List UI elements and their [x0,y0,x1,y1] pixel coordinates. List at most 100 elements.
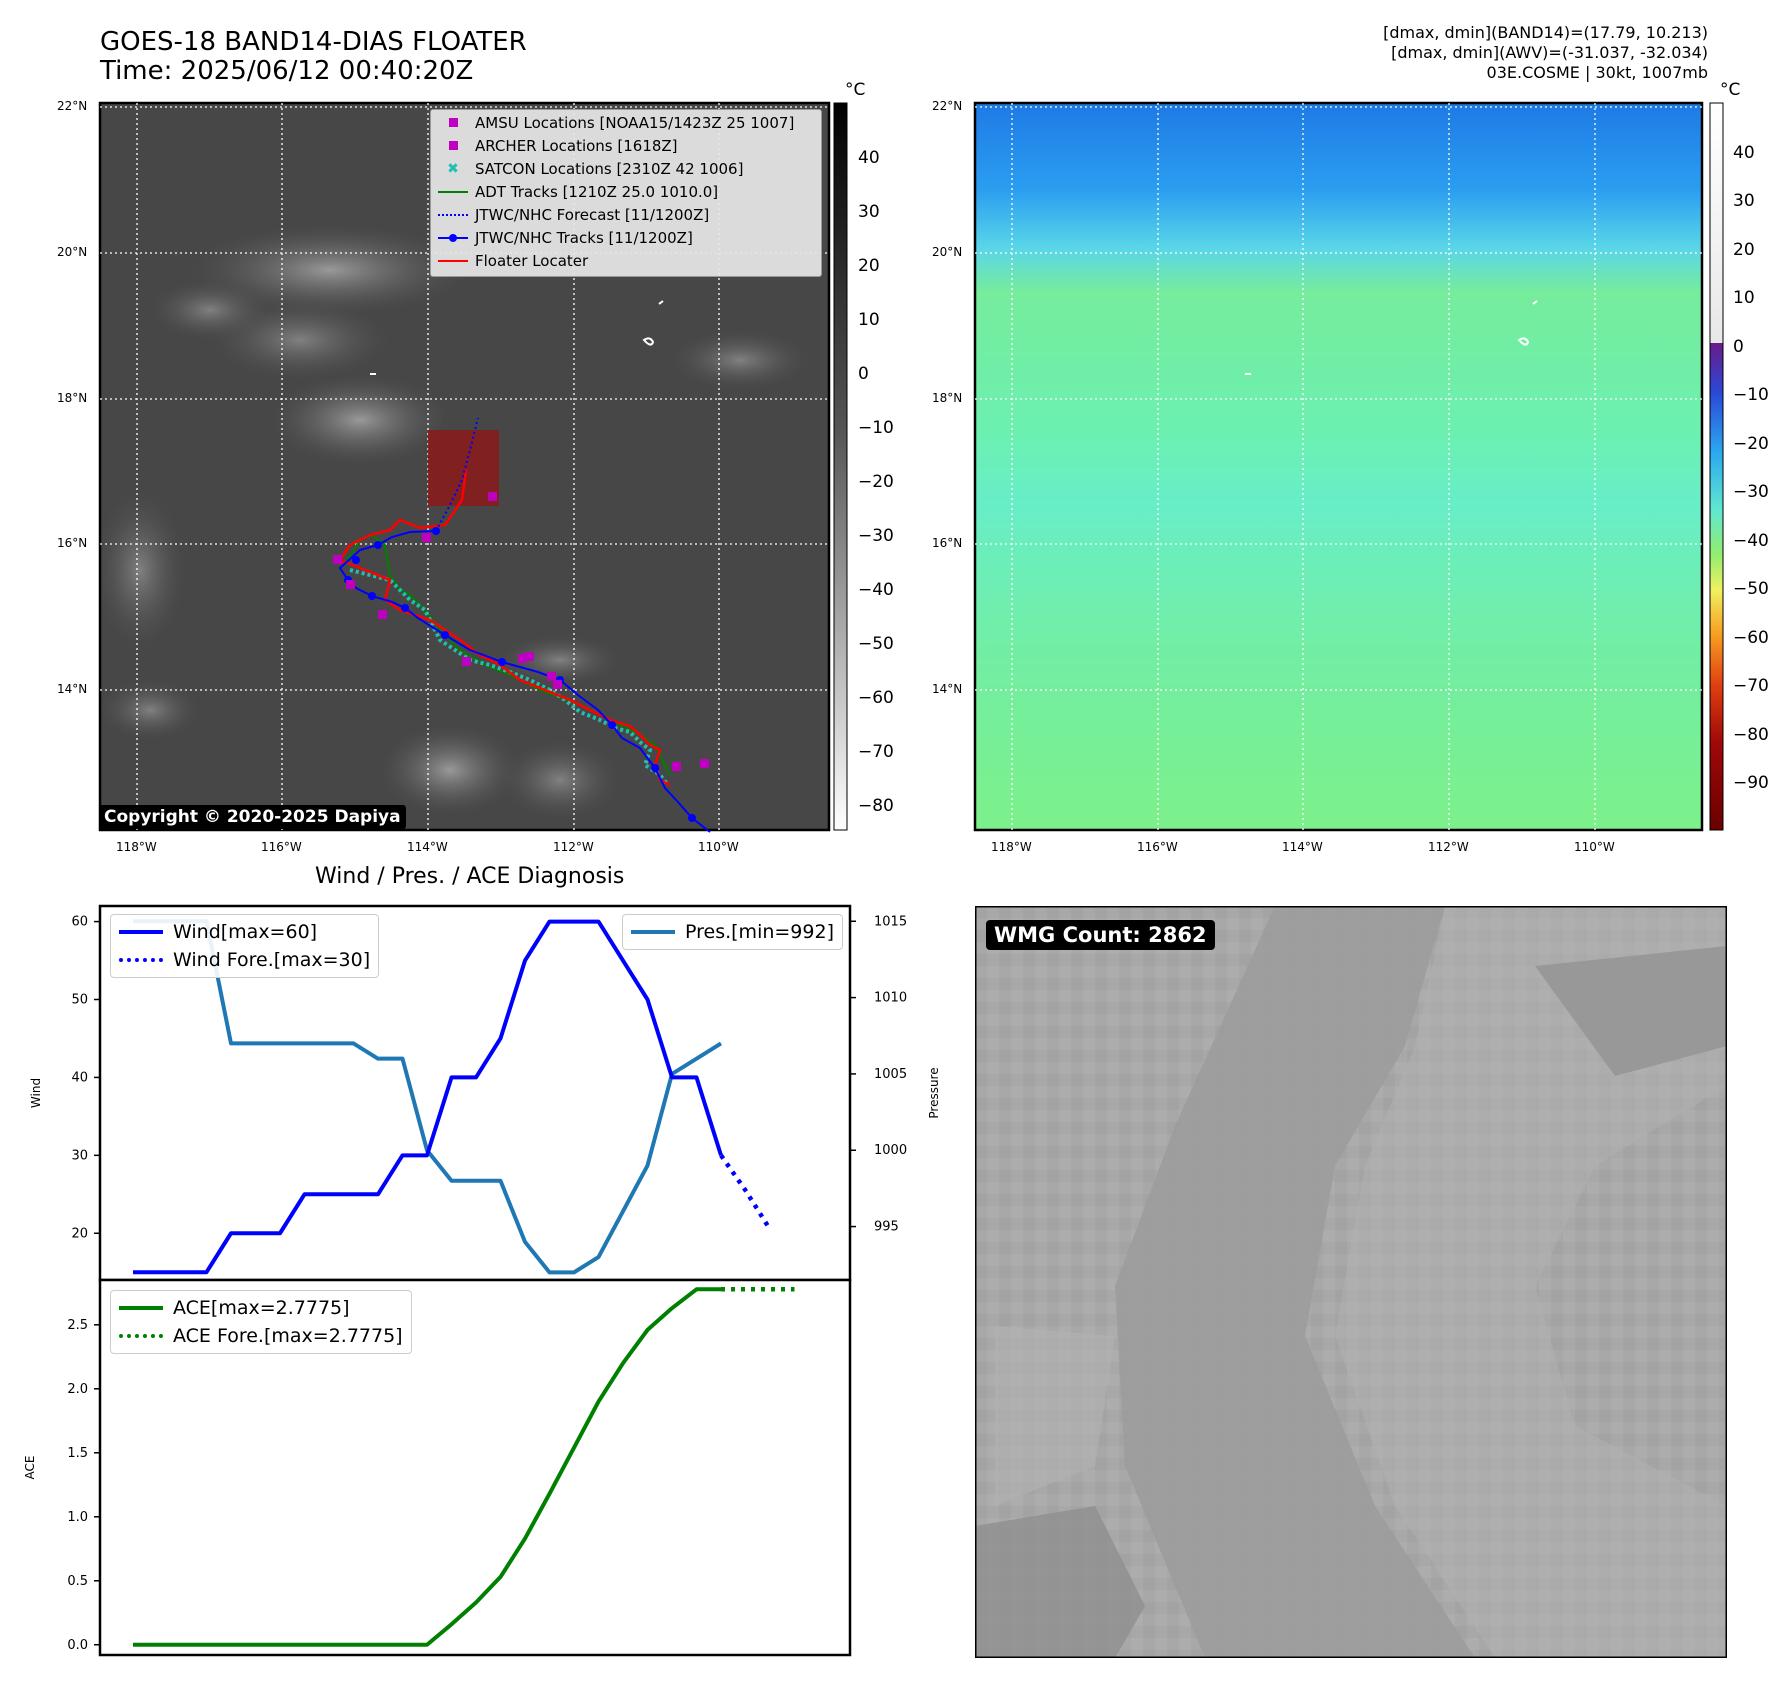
legend-wind: Wind[max=60] [119,918,370,946]
colorbar2-tick: −10 [1733,385,1769,405]
colorbar1-tick: −60 [858,688,894,708]
ace-axis-tick-label: 1.0 [67,1510,88,1525]
wind-axis-tick-label: 40 [71,1070,88,1085]
lon-label: 112°W [1428,840,1469,854]
wind-forecast-line [719,1154,772,1231]
colorbar1-tick: −10 [858,418,894,438]
pressure-axis-tick-label: 1010 [874,991,907,1006]
pressure-axis-tick-label: 1000 [874,1143,907,1158]
legend-jtwc-tracks: JTWC/NHC Tracks [11/1200Z] [431,226,821,249]
colorbar2-tick: −50 [1733,579,1769,599]
lon-label: 114°W [407,840,448,854]
legend-floater-label: Floater Locater [475,251,589,270]
lat-label: 16°N [57,536,88,550]
pressure-axis-tick-label: 1015 [874,914,907,929]
legend-dotted-icon [119,1334,163,1338]
wind-ylabel: Wind [29,1078,43,1108]
map-panels [98,101,1724,833]
colorbar1-tick: −40 [858,580,894,600]
legend-floater: Floater Locater [431,249,821,272]
jtwc-track [338,530,711,833]
legend-dotted-icon [431,213,475,216]
legend-wind-label: Wind[max=60] [173,921,318,943]
legend-wind-fore-label: Wind Fore.[max=30] [173,949,371,971]
legend-pres-label: Pres.[min=992] [685,921,834,943]
legend-line-icon [431,190,475,193]
legend-ace-fore-label: ACE Fore.[max=2.7775] [173,1325,403,1347]
pres-legend: Pres.[min=992] [622,914,843,950]
title-line1: GOES-18 BAND14-DIAS FLOATER [100,27,527,57]
colorbar1-tick: −50 [858,634,894,654]
lat-label: 18°N [932,391,963,405]
islands [370,300,1538,375]
colorbar2-tick: 40 [1733,143,1755,163]
colorbar2-tick: −30 [1733,482,1769,502]
lat-label: 22°N [932,99,963,113]
legend-wind-fore: Wind Fore.[max=30] [119,946,370,974]
lon-label: 114°W [1282,840,1323,854]
colorbar1-tick: 30 [858,202,880,222]
wind-axis-tick-label: 20 [71,1226,88,1241]
stats-line3: 03E.COSME | 30kt, 1007mb [1486,63,1708,82]
lon-label: 116°W [1137,840,1178,854]
wind-axis-tick-label: 50 [71,993,88,1008]
colorbar2-tick: −60 [1733,628,1769,648]
colorbar1-tick: −20 [858,472,894,492]
wmg-panel [975,906,1727,1658]
colorbar1-unit: °C [845,80,866,100]
lon-label: 116°W [261,840,302,854]
colorbar2-tick: 30 [1733,191,1755,211]
colorbar2-tick: −80 [1733,725,1769,745]
colorbar1-tick: −80 [858,796,894,816]
pressure-axis-tick-label: 1005 [874,1067,907,1082]
colorbar1-tick: 0 [858,364,869,384]
legend-adt-label: ADT Tracks [1210Z 25.0 1010.0] [475,182,719,201]
lon-label: 118°W [116,840,157,854]
ace-axis-tick-label: 0.0 [67,1638,88,1653]
lat-label: 20°N [57,245,88,259]
diagnosis-chart: 20 30 40 50 60 995 1000 1005 1010 1015 0.0 0.5 1.0 1.… [23,904,941,1657]
diagnosis-title: Wind / Pres. / ACE Diagnosis [315,864,625,889]
copyright-badge: Copyright © 2020-2025 Dapiya [99,805,406,829]
ace-axis-tick-label: 0.5 [67,1574,88,1589]
map2-frame [973,101,1704,832]
jtwc-track-dots [344,527,696,822]
colorbar1-tick: −30 [858,526,894,546]
legend-jtwc-forecast: JTWC/NHC Forecast [11/1200Z] [431,203,821,226]
ace-axis-tick-label: 2.5 [67,1318,88,1333]
legend-dotted-icon [119,958,163,962]
lat-label: 16°N [932,536,963,550]
colorbar2 [1709,102,1724,831]
lon-label: 118°W [991,840,1032,854]
legend-ace: ACE[max=2.7775] [119,1294,403,1322]
awv-imagery [975,103,1702,830]
colorbar1 [833,102,848,831]
lat-label: 20°N [932,245,963,259]
legend-amsu-label: AMSU Locations [NOAA15/1423Z 25 1007] [475,113,795,132]
legend-archer-label: ARCHER Locations [1618Z] [475,136,678,155]
map-legend: AMSU Locations [NOAA15/1423Z 25 1007] AR… [430,109,822,277]
pressure-axis-tick-label: 995 [874,1220,899,1235]
colorbar2-tick: 20 [1733,240,1755,260]
map1-frame [98,101,831,832]
colorbar2-tick: −70 [1733,676,1769,696]
amsu-archer-points [333,492,709,771]
lon-label: 112°W [553,840,594,854]
colorbar1-tick: 10 [858,310,880,330]
stats-line2: [dmax, dmin](AWV)=(-31.037, -32.034) [1391,43,1708,62]
legend-square-icon [431,118,475,127]
wind-legend: Wind[max=60] Wind Fore.[max=30] [110,914,380,978]
legend-ace-fore: ACE Fore.[max=2.7775] [119,1322,403,1350]
colorbar2-tick: −90 [1733,773,1769,793]
stats-line1: [dmax, dmin](BAND14)=(17.79, 10.213) [1383,23,1708,42]
colorbar2-tick: −20 [1733,434,1769,454]
colorbar2-unit: °C [1720,80,1741,100]
ace-line [133,1287,721,1647]
lat-label: 18°N [57,391,88,405]
legend-amsu: AMSU Locations [NOAA15/1423Z 25 1007] [431,111,821,134]
legend-satcon-label: SATCON Locations [2310Z 42 1006] [475,159,744,178]
wind-line [133,919,723,1275]
colorbar2-tick: 0 [1733,337,1744,357]
colorbar1-tick: 40 [858,148,880,168]
legend-archer: ARCHER Locations [1618Z] [431,134,821,157]
